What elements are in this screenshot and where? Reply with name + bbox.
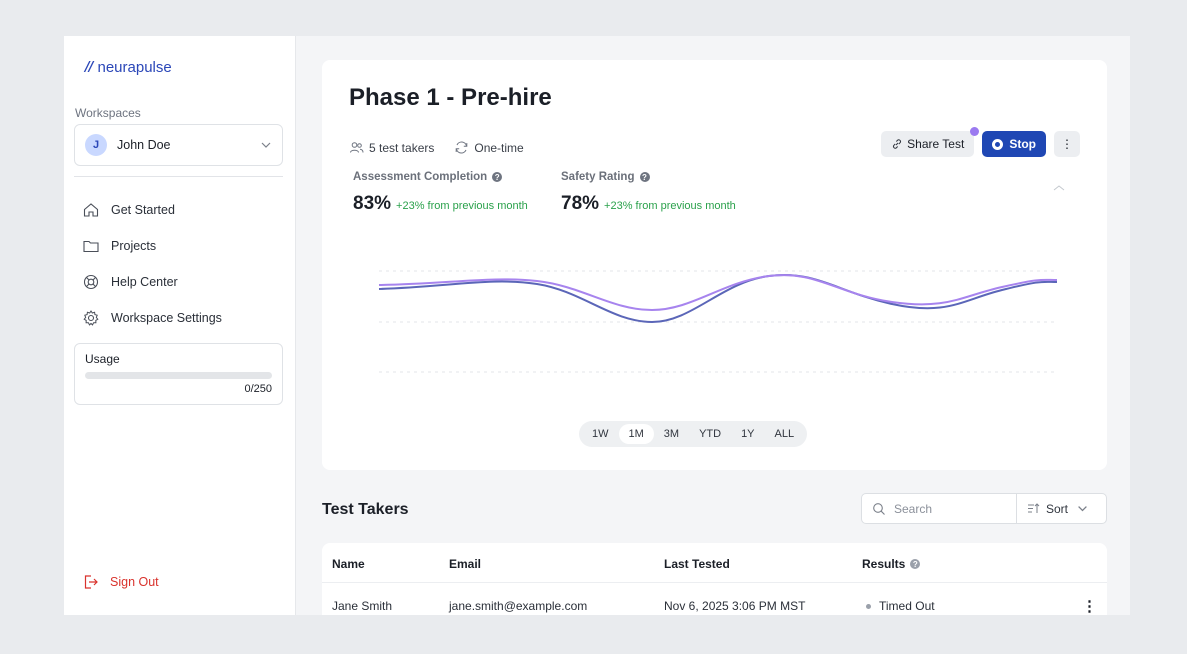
sidebar-item-workspace-settings[interactable]: Workspace Settings xyxy=(82,300,222,336)
workspace-name: John Doe xyxy=(117,138,171,152)
range-option-1w[interactable]: 1W xyxy=(592,428,609,440)
share-test-button[interactable]: Share Test xyxy=(881,127,980,157)
chevron-up-icon[interactable] xyxy=(1052,183,1066,193)
test-actions: Share Test Stop ⋮ xyxy=(881,127,1080,157)
test-frequency-label: One-time xyxy=(474,140,524,155)
metric-delta: +23% from previous month xyxy=(604,200,736,212)
test-takers-table: Name Email Last Tested Results ? Jane Sm… xyxy=(322,543,1107,615)
test-takers-title: Test Takers xyxy=(322,501,409,518)
brand-name: neurapulse xyxy=(97,59,172,76)
test-overview-card: Phase 1 - Pre-hire 5 test takers One-tim… xyxy=(322,60,1107,470)
range-option-3m[interactable]: 3M xyxy=(663,428,680,440)
sidebar-item-help-center[interactable]: Help Center xyxy=(82,264,222,300)
sidebar-item-projects[interactable]: Projects xyxy=(82,228,222,264)
column-header-email[interactable]: Email xyxy=(449,557,482,571)
range-option-ytd[interactable]: YTD xyxy=(699,428,722,440)
sign-out-icon xyxy=(84,575,98,589)
folder-icon xyxy=(83,240,99,253)
sidebar-item-label: Workspace Settings xyxy=(111,311,222,325)
range-option-1y[interactable]: 1Y xyxy=(741,428,755,440)
metric-value: 83% xyxy=(353,193,392,214)
app-window: // neurapulse Workspaces J John Doe Get … xyxy=(64,36,1130,615)
time-range-selector: 1W 1M 3M YTD 1Y ALL xyxy=(579,421,808,447)
series-line-assessment-completion xyxy=(378,274,1058,324)
stop-label: Stop xyxy=(1009,137,1036,151)
row-divider xyxy=(322,582,1107,583)
sidebar-item-label: Help Center xyxy=(111,275,178,289)
metric-label-text: Assessment Completion xyxy=(353,171,488,183)
sort-label: Sort xyxy=(1046,501,1069,516)
metric-value: 78% xyxy=(561,193,600,214)
metric-assessment-completion: 83% +23% from previous month xyxy=(353,193,528,215)
users-icon xyxy=(350,142,364,153)
range-option-1m[interactable]: 1M xyxy=(618,424,654,444)
metric-label-safety-rating: Safety Rating ? xyxy=(561,171,650,183)
sidebar-item-label: Get Started xyxy=(111,203,175,217)
cell-result: Timed Out xyxy=(866,599,935,613)
series-line-safety-rating xyxy=(378,274,1058,312)
search-icon xyxy=(873,502,885,515)
cell-name: Jane Smith xyxy=(332,599,393,613)
test-takers-label: 5 test takers xyxy=(369,140,435,155)
sidebar-nav: Get Started Projects Help Center Workspa… xyxy=(82,192,222,336)
stop-icon xyxy=(992,138,1004,150)
share-test-label: Share Test xyxy=(907,137,965,151)
result-label: Timed Out xyxy=(879,599,935,613)
metric-safety-rating: 78% +23% from previous month xyxy=(561,193,736,215)
cell-last-tested: Nov 6, 2025 3:06 PM MST xyxy=(664,599,806,613)
test-meta: 5 test takers One-time xyxy=(349,140,544,155)
column-header-results[interactable]: Results ? xyxy=(862,557,921,571)
search-placeholder: Search xyxy=(894,501,933,516)
sidebar-item-label: Projects xyxy=(111,239,157,253)
metric-delta: +23% from previous month xyxy=(396,200,528,212)
refresh-icon xyxy=(456,141,468,154)
column-header-name[interactable]: Name xyxy=(332,557,365,571)
lifebuoy-icon xyxy=(83,274,99,290)
sort-button[interactable]: Sort xyxy=(1016,493,1107,524)
row-more-options-button[interactable]: ⋮ xyxy=(1082,598,1097,615)
test-frequency: One-time xyxy=(454,140,524,155)
sign-out-button[interactable]: Sign Out xyxy=(82,573,159,591)
search-input[interactable]: Search xyxy=(861,493,1017,524)
status-dot xyxy=(866,604,871,610)
column-header-results-label: Results xyxy=(862,557,906,571)
chevron-down-icon xyxy=(1078,506,1087,512)
test-takers-count: 5 test takers xyxy=(349,140,434,155)
avatar: J xyxy=(85,134,107,156)
usage-count: 0/250 xyxy=(244,383,272,395)
more-options-button[interactable]: ⋮ xyxy=(1054,131,1080,157)
usage-card: Usage 0/250 xyxy=(74,343,283,405)
sidebar: // neurapulse Workspaces J John Doe Get … xyxy=(64,36,296,615)
notification-dot xyxy=(970,127,980,136)
link-icon xyxy=(893,139,902,149)
logo-mark-icon: // xyxy=(85,60,93,75)
range-option-all[interactable]: ALL xyxy=(774,428,795,440)
sign-out-label: Sign Out xyxy=(110,575,159,589)
sidebar-item-get-started[interactable]: Get Started xyxy=(82,192,222,228)
metric-label-text: Safety Rating xyxy=(561,171,635,183)
cell-email: jane.smith@example.com xyxy=(449,599,588,613)
column-header-last-tested[interactable]: Last Tested xyxy=(664,557,730,571)
sidebar-divider xyxy=(74,176,283,177)
metric-label-assessment-completion: Assessment Completion ? xyxy=(353,171,503,183)
workspace-select[interactable]: J John Doe xyxy=(74,124,283,166)
help-icon[interactable]: ? xyxy=(910,559,921,569)
stop-button[interactable]: Stop xyxy=(982,131,1046,157)
home-icon xyxy=(83,203,99,217)
chevron-down-icon xyxy=(261,142,271,148)
sort-icon xyxy=(1028,503,1040,513)
brand-logo[interactable]: // neurapulse xyxy=(85,59,172,76)
page-title: Phase 1 - Pre-hire xyxy=(349,84,552,111)
gear-icon xyxy=(83,310,99,326)
trend-chart xyxy=(378,270,1058,373)
help-icon[interactable]: ? xyxy=(639,172,650,182)
usage-progress-bar xyxy=(85,372,272,379)
help-icon[interactable]: ? xyxy=(492,172,503,182)
workspaces-label: Workspaces xyxy=(75,106,141,120)
usage-title: Usage xyxy=(85,352,120,366)
